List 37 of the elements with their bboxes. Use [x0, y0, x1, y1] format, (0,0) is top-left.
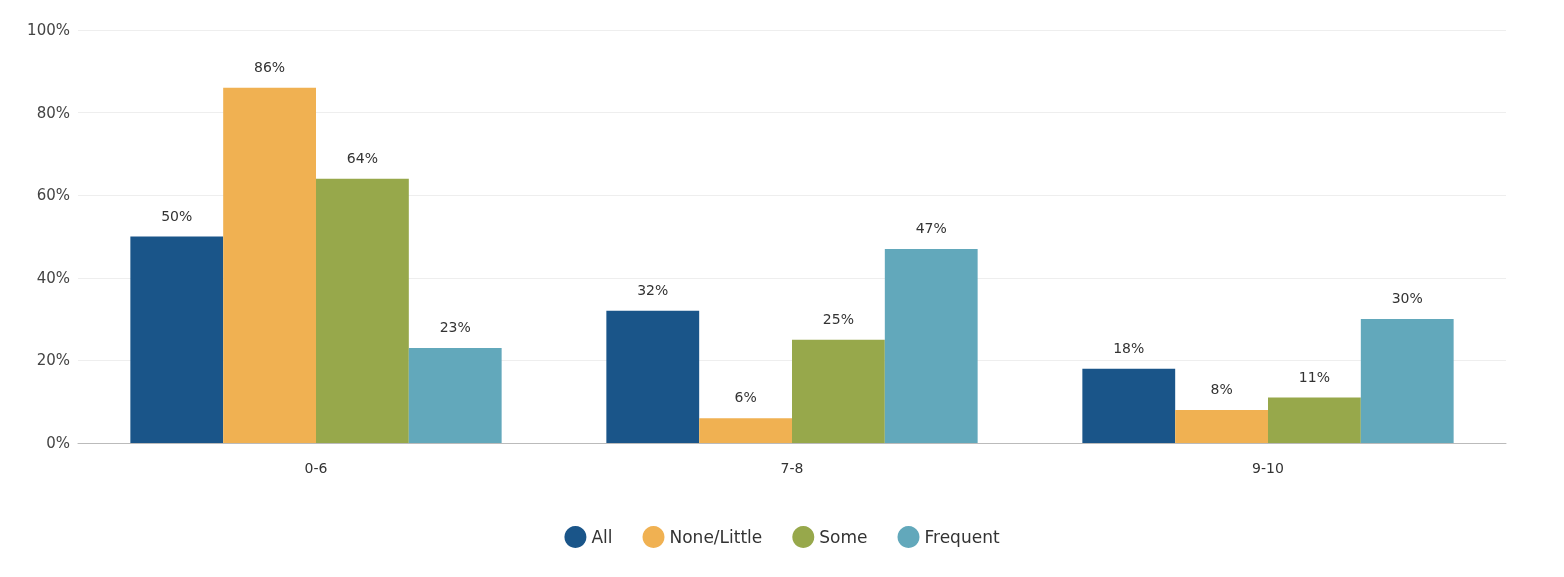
- x-tick-label: 0-6: [304, 460, 328, 476]
- bar: [699, 418, 792, 443]
- y-tick-label: 80%: [36, 103, 70, 122]
- data-label: 8%: [1210, 380, 1233, 397]
- data-label: 30%: [1391, 290, 1423, 307]
- bar: [316, 178, 409, 443]
- bar: [408, 348, 502, 443]
- legend-label: None/Little: [669, 527, 763, 547]
- legend-label: Some: [819, 527, 868, 547]
- data-label: 32%: [637, 281, 669, 298]
- bar: [223, 87, 316, 443]
- y-tick-label: 0%: [46, 434, 70, 452]
- data-label: 6%: [734, 389, 757, 406]
- data-label: 64%: [346, 149, 378, 166]
- bar: [606, 310, 700, 443]
- data-label: 23%: [439, 319, 471, 336]
- data-label: 50%: [161, 207, 193, 224]
- y-tick-label: 100%: [27, 21, 70, 39]
- x-tick-label: 7-8: [780, 460, 804, 476]
- bar: [1268, 397, 1361, 443]
- legend-label: All: [591, 527, 613, 547]
- data-label: 25%: [822, 310, 854, 327]
- bar: [1360, 319, 1454, 443]
- y-tick-label: 60%: [36, 186, 70, 205]
- legend-label: Frequent: [924, 527, 1000, 547]
- bar: [1082, 368, 1176, 443]
- data-label: 47%: [915, 219, 947, 236]
- bar: [130, 236, 224, 443]
- data-label: 18%: [1113, 339, 1145, 356]
- x-tick-label: 9-10: [1252, 460, 1284, 476]
- bar: [884, 248, 978, 443]
- data-label: 86%: [254, 58, 286, 75]
- bar: [792, 339, 885, 443]
- y-tick-label: 40%: [36, 268, 70, 287]
- bar: [1175, 409, 1268, 443]
- data-label: 11%: [1298, 368, 1330, 385]
- y-tick-label: 20%: [36, 351, 70, 370]
